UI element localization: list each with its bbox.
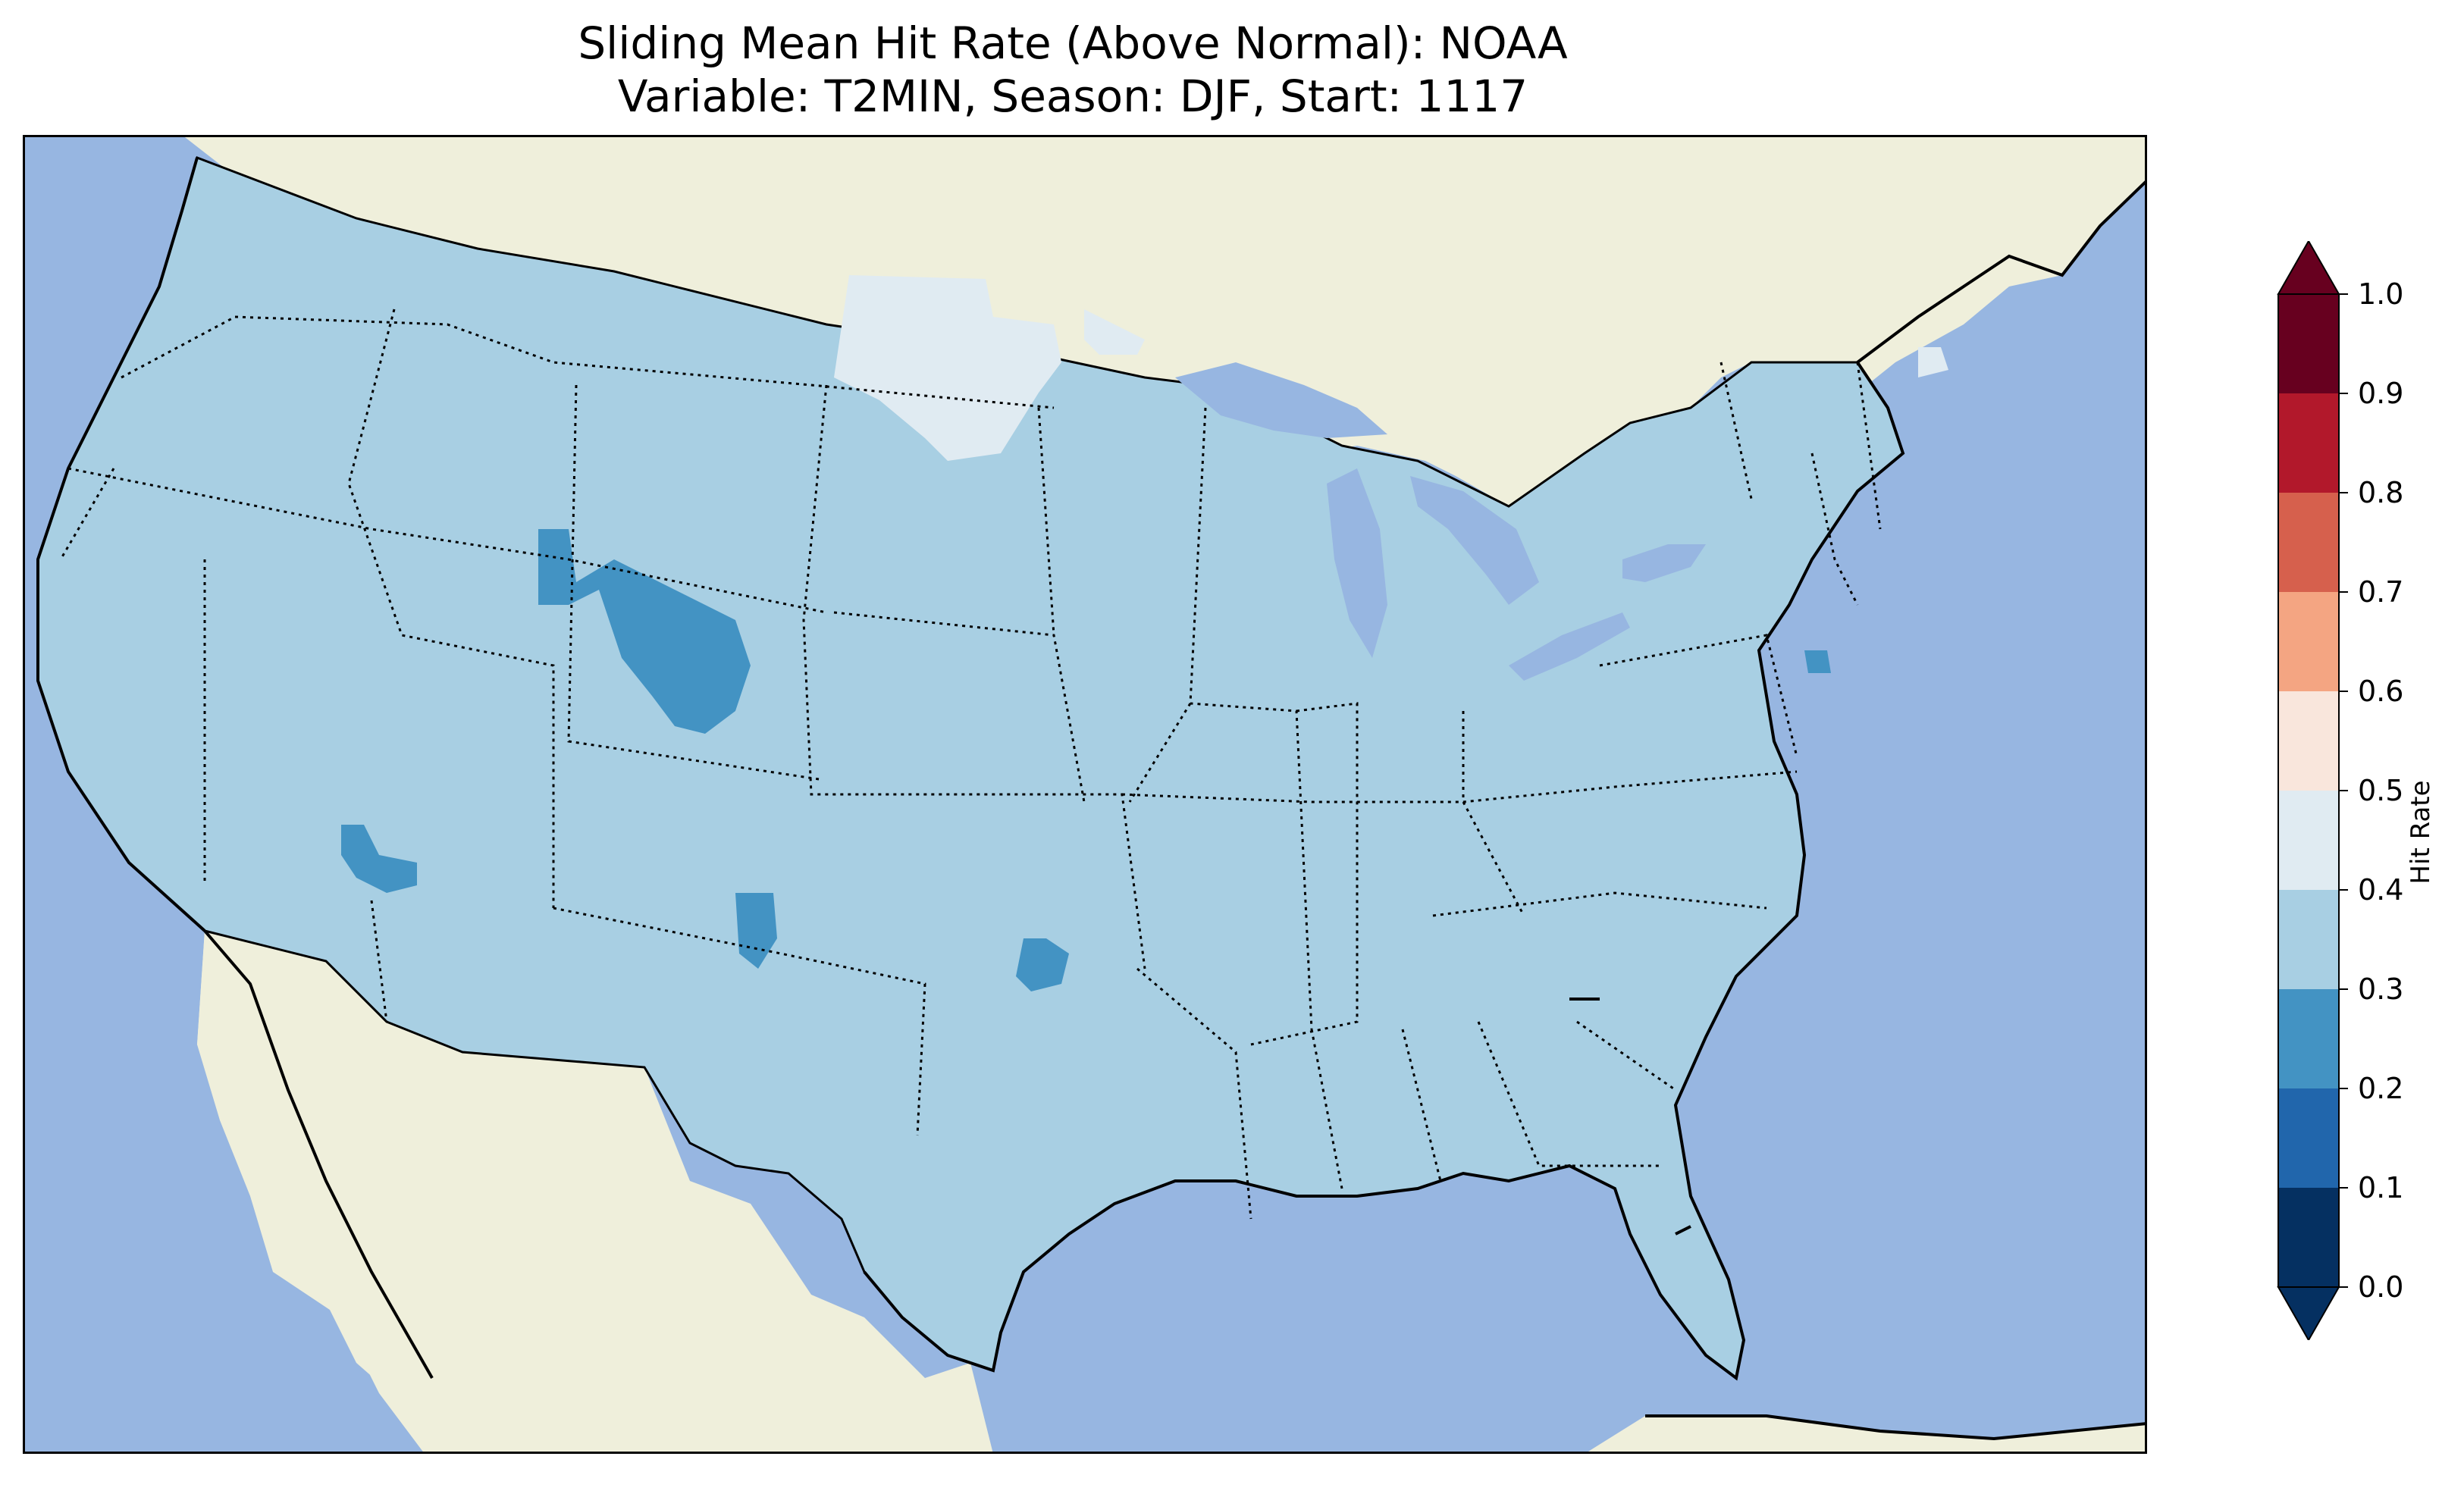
colorbar-label: Hit Rate xyxy=(2406,780,2436,885)
patch-new-jersey xyxy=(1804,650,1831,673)
map-border xyxy=(23,135,2147,1454)
colorbar-bin xyxy=(2278,691,2339,791)
colorbar-tick-mark xyxy=(2339,889,2348,891)
colorbar-tick-label: 0.5 xyxy=(2358,774,2404,807)
colorbar-extend-min xyxy=(2277,1286,2340,1340)
patch-minnesota xyxy=(1084,309,1145,355)
map-title: Sliding Mean Hit Rate (Above Normal): NO… xyxy=(578,17,1568,69)
colorbar-bin xyxy=(2278,592,2339,691)
patch-maine xyxy=(1918,347,1948,377)
colorbar-tick-mark xyxy=(2339,988,2348,990)
colorbar-tick-mark xyxy=(2339,591,2348,593)
patch-nevada xyxy=(341,825,417,893)
patch-oklahoma xyxy=(1016,938,1069,991)
patch-wyoming-colorado xyxy=(538,529,751,734)
lake-superior xyxy=(1175,362,1387,438)
colorbar-bin xyxy=(2278,791,2339,890)
colorbar-tick-label: 0.2 xyxy=(2358,1072,2404,1105)
colorbar-tick-mark xyxy=(2339,790,2348,791)
colorbar-tick-mark xyxy=(2339,492,2348,493)
colorbar-bin xyxy=(2278,989,2339,1088)
colorbar-extend-max xyxy=(2277,241,2340,295)
colorbar-tick-mark xyxy=(2339,1088,2348,1089)
colorbar-tick-mark xyxy=(2339,1286,2348,1288)
colorbar-tick-mark xyxy=(2339,393,2348,394)
colorbar-tick-mark xyxy=(2339,293,2348,295)
map-panel xyxy=(23,135,2147,1454)
colorbar-tick-label: 0.3 xyxy=(2358,973,2404,1006)
state-boundaries xyxy=(59,309,1882,1220)
colorbar-tick-mark xyxy=(2339,691,2348,692)
lake-erie xyxy=(1509,612,1630,681)
colorbar-tick-label: 0.9 xyxy=(2358,377,2404,410)
colorbar-bin xyxy=(2278,493,2339,592)
colorbar-tick-label: 0.1 xyxy=(2358,1171,2404,1204)
baja-land xyxy=(197,931,432,1416)
colorbar-bins xyxy=(2278,294,2339,1287)
colorbar-bin xyxy=(2278,890,2339,989)
colorbar-bin xyxy=(2278,1188,2339,1287)
colorbar-tick-label: 0.4 xyxy=(2358,873,2404,907)
patch-new-mexico xyxy=(735,893,777,969)
colorbar xyxy=(2277,241,2340,1340)
colorbar-tick-label: 1.0 xyxy=(2358,277,2404,311)
lake-huron xyxy=(1410,476,1539,605)
canada-land xyxy=(182,135,2147,506)
colorbar-tick-label: 0.6 xyxy=(2358,675,2404,708)
cuba-land xyxy=(1585,1416,2147,1454)
colorbar-tick-label: 0.7 xyxy=(2358,575,2404,609)
lake-michigan xyxy=(1327,468,1387,658)
coastlines xyxy=(36,157,2147,1441)
colorbar-bin xyxy=(2278,393,2339,493)
colorbar-bin xyxy=(2278,294,2339,393)
lake-ontario xyxy=(1622,544,1706,582)
colorbar-tick-mark xyxy=(2339,1187,2348,1189)
colorbar-tick-label: 0.0 xyxy=(2358,1270,2404,1304)
colorbar-bin xyxy=(2278,1088,2339,1188)
patch-north-dakota xyxy=(834,275,1061,461)
map-subtitle: Variable: T2MIN, Season: DJF, Start: 111… xyxy=(617,70,1528,122)
colorbar-tick-label: 0.8 xyxy=(2358,476,2404,509)
